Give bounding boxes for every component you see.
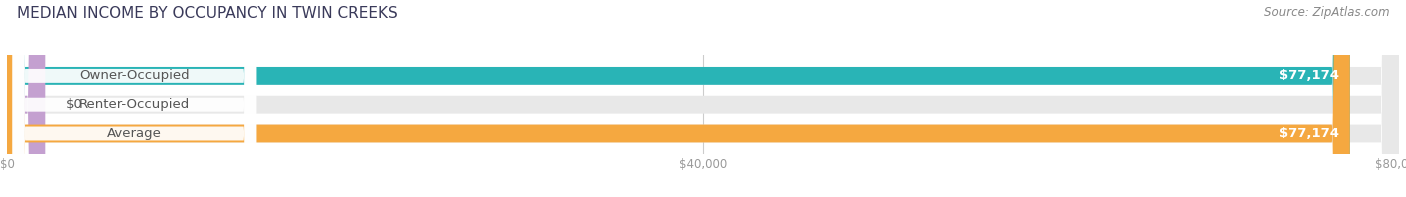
FancyBboxPatch shape: [7, 0, 1350, 197]
Text: $0: $0: [66, 98, 83, 111]
Text: $77,174: $77,174: [1278, 127, 1339, 140]
Text: Owner-Occupied: Owner-Occupied: [79, 69, 190, 82]
FancyBboxPatch shape: [13, 0, 256, 197]
FancyBboxPatch shape: [7, 0, 1399, 197]
Text: Source: ZipAtlas.com: Source: ZipAtlas.com: [1264, 6, 1389, 19]
FancyBboxPatch shape: [13, 0, 256, 197]
FancyBboxPatch shape: [7, 0, 45, 197]
Text: MEDIAN INCOME BY OCCUPANCY IN TWIN CREEKS: MEDIAN INCOME BY OCCUPANCY IN TWIN CREEK…: [17, 6, 398, 21]
FancyBboxPatch shape: [7, 0, 1399, 197]
Text: Average: Average: [107, 127, 162, 140]
Text: $77,174: $77,174: [1278, 69, 1339, 82]
FancyBboxPatch shape: [7, 0, 1350, 197]
FancyBboxPatch shape: [7, 0, 1399, 197]
Text: Renter-Occupied: Renter-Occupied: [79, 98, 190, 111]
FancyBboxPatch shape: [13, 0, 256, 197]
